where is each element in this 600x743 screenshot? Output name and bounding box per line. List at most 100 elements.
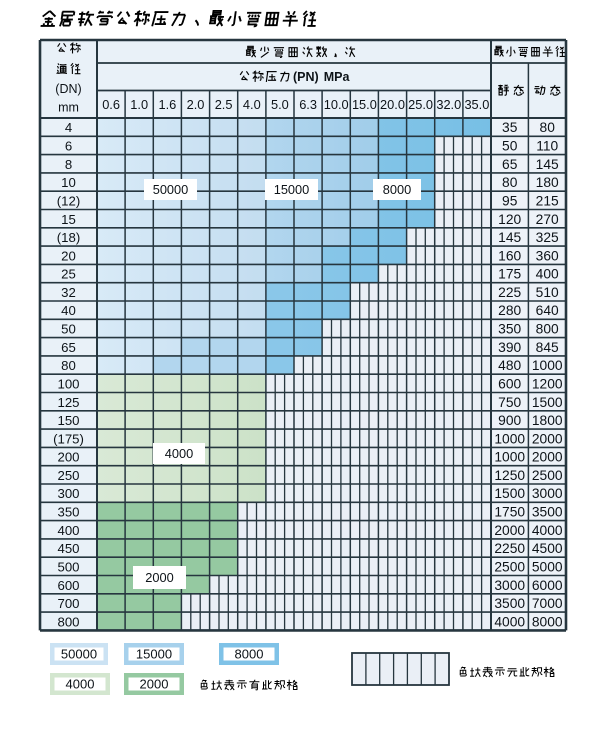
svg-text:3500: 3500 — [494, 596, 525, 611]
svg-text:150: 150 — [57, 413, 79, 428]
svg-text:215: 215 — [536, 193, 559, 208]
svg-text:400: 400 — [57, 523, 79, 538]
svg-text:32.0: 32.0 — [436, 97, 461, 112]
svg-text:180: 180 — [536, 175, 559, 190]
svg-text:325: 325 — [536, 230, 559, 245]
svg-text:1500: 1500 — [494, 486, 525, 501]
svg-text:65: 65 — [502, 157, 518, 172]
svg-text:125: 125 — [57, 395, 79, 410]
svg-text:0.6: 0.6 — [102, 97, 120, 112]
svg-text:6.3: 6.3 — [299, 97, 317, 112]
svg-text:8000: 8000 — [383, 182, 411, 197]
svg-text:80: 80 — [502, 175, 518, 190]
svg-text:100: 100 — [57, 376, 79, 391]
svg-text:1000: 1000 — [532, 358, 563, 373]
svg-text:110: 110 — [536, 139, 558, 154]
svg-text:10: 10 — [61, 175, 76, 190]
svg-text:15.0: 15.0 — [352, 97, 377, 112]
svg-text:2.5: 2.5 — [215, 97, 233, 112]
svg-text:35.0: 35.0 — [464, 97, 489, 112]
svg-text:80: 80 — [61, 358, 76, 373]
svg-text:270: 270 — [536, 212, 559, 227]
svg-text:2000: 2000 — [145, 570, 173, 585]
svg-text:1750: 1750 — [494, 505, 525, 520]
svg-text:50000: 50000 — [153, 182, 189, 197]
svg-text:1250: 1250 — [494, 468, 525, 483]
svg-text:360: 360 — [536, 248, 559, 263]
svg-text:2000: 2000 — [532, 450, 563, 465]
svg-text:(175): (175) — [53, 431, 84, 446]
svg-text:95: 95 — [502, 193, 518, 208]
svg-text:20.0: 20.0 — [380, 97, 405, 112]
svg-text:1.0: 1.0 — [130, 97, 148, 112]
svg-text:8: 8 — [65, 157, 72, 172]
svg-text:145: 145 — [536, 157, 559, 172]
svg-text:1000: 1000 — [494, 431, 525, 446]
svg-text:3000: 3000 — [494, 578, 525, 593]
svg-text:50: 50 — [61, 322, 76, 337]
svg-text:4.0: 4.0 — [243, 97, 261, 112]
svg-text:1200: 1200 — [532, 376, 563, 391]
svg-text:300: 300 — [57, 486, 79, 501]
svg-text:1800: 1800 — [532, 413, 563, 428]
svg-text:(12): (12) — [57, 193, 80, 208]
svg-text:25: 25 — [61, 267, 76, 282]
svg-text:225: 225 — [498, 285, 521, 300]
svg-text:145: 145 — [498, 230, 521, 245]
svg-text:80: 80 — [540, 120, 556, 135]
svg-text:1000: 1000 — [494, 450, 525, 465]
svg-text:640: 640 — [536, 303, 559, 318]
svg-text:5000: 5000 — [532, 560, 563, 575]
svg-text:280: 280 — [498, 303, 521, 318]
svg-text:32: 32 — [61, 285, 76, 300]
svg-text:20: 20 — [61, 248, 76, 263]
svg-text:(PN) MPa: (PN) MPa — [293, 70, 350, 84]
svg-text:7000: 7000 — [532, 596, 563, 611]
svg-text:(DN): (DN) — [55, 82, 81, 96]
svg-text:(18): (18) — [57, 230, 80, 245]
svg-text:750: 750 — [498, 395, 521, 410]
svg-text:15000: 15000 — [136, 647, 172, 662]
svg-text:160: 160 — [498, 248, 521, 263]
svg-text:25.0: 25.0 — [408, 97, 433, 112]
svg-text:65: 65 — [61, 340, 76, 355]
svg-text:3000: 3000 — [532, 486, 563, 501]
svg-text:10.0: 10.0 — [324, 97, 349, 112]
svg-text:450: 450 — [57, 541, 79, 556]
svg-text:15: 15 — [61, 212, 76, 227]
svg-text:350: 350 — [57, 505, 79, 520]
svg-text:2.0: 2.0 — [187, 97, 205, 112]
svg-text:120: 120 — [498, 212, 521, 227]
svg-text:4000: 4000 — [165, 446, 193, 461]
svg-text:400: 400 — [536, 267, 559, 282]
svg-text:4000: 4000 — [66, 677, 95, 692]
svg-text:8000: 8000 — [532, 614, 563, 629]
svg-text:5.0: 5.0 — [271, 97, 289, 112]
svg-text:350: 350 — [498, 322, 521, 337]
svg-text:2000: 2000 — [532, 431, 563, 446]
svg-text:700: 700 — [57, 596, 79, 611]
svg-text:200: 200 — [57, 450, 79, 465]
svg-text:2000: 2000 — [494, 523, 525, 538]
svg-text:500: 500 — [57, 560, 79, 575]
svg-text:15000: 15000 — [274, 182, 310, 197]
svg-text:3500: 3500 — [532, 505, 563, 520]
svg-text:2000: 2000 — [140, 677, 169, 692]
svg-text:4000: 4000 — [532, 523, 563, 538]
svg-text:2500: 2500 — [532, 468, 563, 483]
svg-text:480: 480 — [498, 358, 521, 373]
svg-text:900: 900 — [498, 413, 521, 428]
svg-text:4000: 4000 — [494, 614, 525, 629]
svg-text:35: 35 — [502, 120, 518, 135]
svg-text:800: 800 — [57, 614, 79, 629]
svg-text:1500: 1500 — [532, 395, 563, 410]
svg-text:2250: 2250 — [494, 541, 525, 556]
svg-text:800: 800 — [536, 322, 559, 337]
svg-text:390: 390 — [498, 340, 521, 355]
svg-text:8000: 8000 — [235, 647, 264, 662]
svg-text:mm: mm — [58, 101, 79, 115]
svg-text:4: 4 — [65, 120, 72, 135]
svg-text:2500: 2500 — [494, 560, 525, 575]
svg-text:600: 600 — [57, 578, 79, 593]
svg-text:50: 50 — [502, 139, 518, 154]
